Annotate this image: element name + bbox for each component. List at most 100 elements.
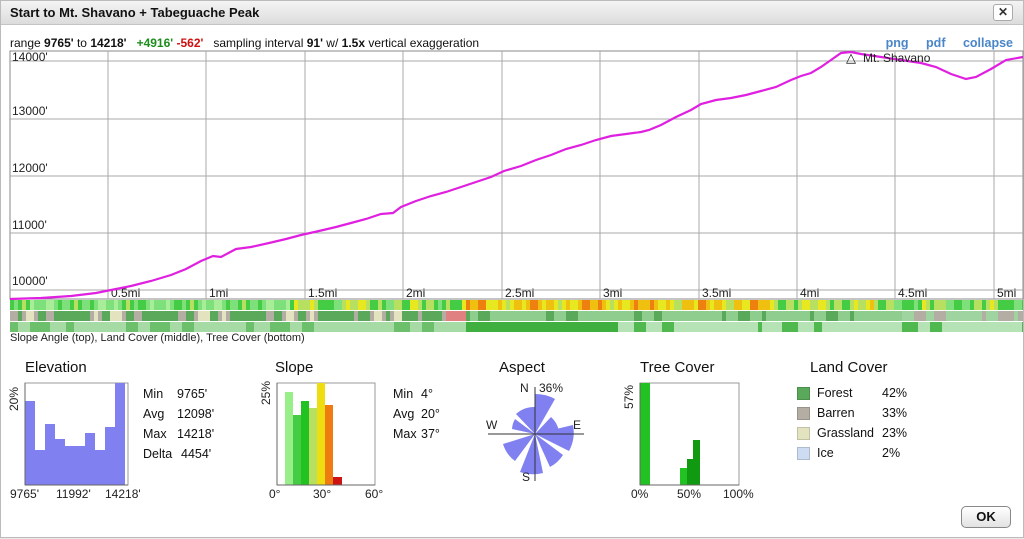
strip-segment — [882, 300, 886, 310]
strip-segment — [346, 300, 350, 310]
strip-segment — [554, 300, 558, 310]
exaggeration-label: vertical exaggeration — [368, 36, 480, 50]
strip-segment — [314, 322, 318, 332]
strip-segment — [42, 322, 46, 332]
strip-segment — [110, 311, 114, 321]
strip-segment — [422, 311, 426, 321]
strip-segment — [22, 322, 26, 332]
strip-segment — [550, 322, 554, 332]
strip-segment — [142, 322, 146, 332]
strip-segment — [986, 300, 990, 310]
strip-segment — [854, 300, 858, 310]
strip-segment — [578, 322, 582, 332]
strip-segment — [378, 322, 382, 332]
strip-segment — [350, 322, 354, 332]
strip-segment — [406, 300, 410, 310]
strip-segment — [954, 300, 958, 310]
pdf-link[interactable]: pdf — [926, 36, 946, 50]
strip-segment — [898, 322, 902, 332]
strip-segment — [862, 322, 866, 332]
ok-button[interactable]: OK — [961, 506, 1011, 528]
strip-segment — [446, 300, 450, 310]
strip-segment — [434, 300, 438, 310]
strip-segment — [1006, 300, 1010, 310]
strip-segment — [110, 322, 114, 332]
strip-segment — [38, 311, 42, 321]
strip-segment — [882, 311, 886, 321]
strip-segment — [814, 322, 818, 332]
strip-segment — [546, 322, 550, 332]
strip-segment — [730, 300, 734, 310]
strip-segment — [54, 300, 58, 310]
strip-segment — [266, 322, 270, 332]
strip-segment — [646, 300, 650, 310]
strip-segment — [1014, 311, 1018, 321]
strip-segment — [346, 322, 350, 332]
strip-segment — [214, 322, 218, 332]
strip-segment — [362, 322, 366, 332]
strip-segment — [78, 300, 82, 310]
strip-segment — [946, 322, 950, 332]
strip-segment — [430, 311, 434, 321]
strip-segment — [962, 300, 966, 310]
strip-segment — [770, 300, 774, 310]
strip-segment — [694, 300, 698, 310]
strip-segment — [974, 322, 978, 332]
land-cover-strip — [10, 311, 1023, 321]
strip-segment — [1022, 300, 1023, 310]
strip-segment — [126, 322, 130, 332]
strip-segment — [578, 300, 582, 310]
strip-segment — [594, 311, 598, 321]
strip-segment — [402, 311, 406, 321]
summary-key: Min — [143, 387, 164, 401]
legend-value: 2% — [882, 446, 901, 460]
strip-segment — [742, 300, 746, 310]
strip-segment — [850, 311, 854, 321]
strip-segment — [114, 322, 118, 332]
strip-segment — [642, 300, 646, 310]
strip-segment — [166, 322, 170, 332]
strip-segment — [54, 322, 58, 332]
aspect-rose — [488, 387, 584, 481]
strip-segment — [618, 311, 622, 321]
elevation-histogram-bars — [25, 383, 125, 485]
strip-segment — [18, 311, 22, 321]
strip-segment — [246, 311, 250, 321]
strip-segment — [386, 322, 390, 332]
strip-segment — [834, 300, 838, 310]
strip-segment — [670, 322, 674, 332]
strip-segment — [178, 311, 182, 321]
strip-segment — [106, 300, 110, 310]
strip-segment — [482, 300, 486, 310]
strip-segment — [118, 322, 122, 332]
strip-segment — [302, 300, 306, 310]
strip-segment — [210, 311, 214, 321]
strip-segment — [946, 311, 950, 321]
strip-segment — [922, 311, 926, 321]
strip-segment — [138, 311, 142, 321]
strip-segment — [598, 311, 602, 321]
strip-segment — [682, 311, 686, 321]
strip-segment — [894, 300, 898, 310]
collapse-link[interactable]: collapse — [962, 36, 1013, 50]
strip-segment — [910, 311, 914, 321]
strip-segment — [186, 311, 190, 321]
strip-segment — [934, 322, 938, 332]
strip-segment — [874, 311, 878, 321]
strip-segment — [154, 300, 158, 310]
strip-segment — [1014, 300, 1018, 310]
strip-segment — [670, 300, 674, 310]
strip-segment — [754, 322, 758, 332]
strip-segment — [514, 322, 518, 332]
strip-segment — [570, 311, 574, 321]
strip-segment — [486, 311, 490, 321]
strip-segment — [686, 311, 690, 321]
strip-segment — [950, 300, 954, 310]
strip-segment — [258, 311, 262, 321]
strip-segment — [738, 300, 742, 310]
png-link[interactable]: png — [885, 36, 909, 50]
strip-segment — [758, 311, 762, 321]
strip-segment — [470, 300, 474, 310]
close-button[interactable]: ✕ — [993, 4, 1013, 21]
strip-segment — [750, 322, 754, 332]
